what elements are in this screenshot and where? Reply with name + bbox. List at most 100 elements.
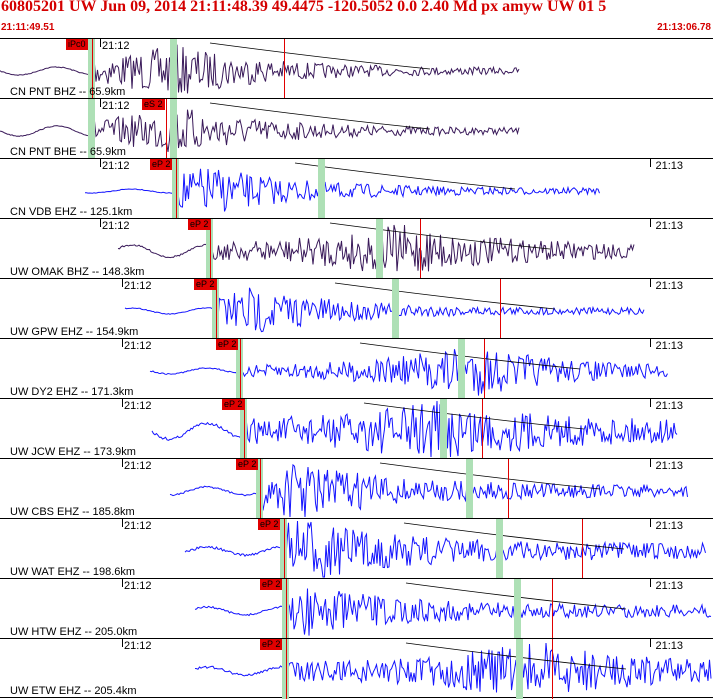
time-tick (122, 459, 123, 467)
pick-line (552, 639, 553, 699)
trace-panel[interactable]: eP 2 21:12 21:13 UW OMAK BHZ -- 148.3km (0, 218, 713, 279)
pick-label[interactable]: eP 2 (222, 399, 245, 410)
time-tick (650, 339, 651, 347)
waveform (0, 42, 520, 94)
waveform-trace (169, 463, 688, 518)
trace-panel[interactable]: eP 2 21:12 21:13 UW GPW EHZ -- 154.9km (0, 278, 713, 339)
green-band (282, 579, 289, 639)
event-title: 60805201 UW Jun 09, 2014 21:11:48.39 49.… (1, 0, 607, 15)
green-band (466, 459, 473, 519)
pick-line (260, 459, 261, 519)
pick-line (284, 519, 285, 579)
time-tick (122, 399, 123, 407)
time-label-right: 21:13 (655, 340, 683, 352)
travel-time-curve (359, 342, 581, 370)
pick-label[interactable]: iPc0 (66, 39, 88, 50)
waveform-trace (151, 400, 678, 458)
waveform (0, 102, 520, 152)
pick-label[interactable]: eP 2 (150, 159, 173, 170)
channel-label: UW HTW EHZ -- 205.0km (10, 626, 138, 638)
waveform-trace (149, 349, 668, 396)
green-band (440, 399, 447, 459)
green-band (88, 39, 95, 99)
time-label-right: 21:13 (655, 640, 683, 652)
waveform-trace (85, 168, 600, 212)
trace-panel[interactable]: eP 2 21:12 21:13 UW WAT EHZ -- 198.6km (0, 518, 713, 579)
channel-label: CN PNT BHE -- 65.9km (10, 146, 126, 158)
travel-time-curve (329, 222, 551, 250)
pick-line (552, 579, 553, 639)
channel-label: CN PNT BHZ -- 65.9km (10, 86, 126, 98)
pick-line (244, 399, 245, 459)
pick-label[interactable]: eP 2 (188, 219, 211, 230)
time-label: 21:12 (124, 340, 152, 352)
pick-label[interactable]: eP 2 (194, 279, 217, 290)
green-band (88, 99, 95, 159)
green-band (496, 519, 503, 579)
time-label-right: 21:13 (655, 460, 683, 472)
pick-line (482, 399, 483, 459)
time-tick (122, 639, 123, 647)
green-band (206, 219, 213, 279)
pick-label[interactable]: eP 2 (260, 639, 283, 650)
trace-panel[interactable]: eP 2 21:12 21:13 CN VDB EHZ -- 125.1km (0, 158, 713, 219)
time-label-right: 21:13 (655, 400, 683, 412)
pick-line (240, 339, 241, 399)
green-band (516, 639, 523, 699)
travel-time-curve (403, 522, 625, 550)
pick-label[interactable]: eP 2 (236, 459, 259, 470)
trace-panel[interactable]: eP 2 21:12 21:13 UW ETW EHZ -- 205.4km (0, 638, 713, 699)
pick-line (210, 219, 211, 279)
time-tick (100, 219, 101, 227)
waveform-trace (124, 287, 645, 333)
waveform (124, 282, 645, 333)
time-tick (122, 519, 123, 527)
end-time: 21:13:06.78 (657, 22, 711, 33)
green-band (318, 159, 325, 219)
pick-line (484, 339, 485, 399)
green-band (240, 399, 247, 459)
pick-label[interactable]: eP 2 (260, 579, 283, 590)
green-band (514, 579, 521, 639)
time-tick (650, 639, 651, 647)
time-tick (100, 39, 101, 47)
pick-label[interactable]: eP 2 (216, 339, 239, 350)
time-tick (650, 279, 651, 287)
pick-line (176, 159, 177, 219)
green-band (170, 39, 177, 99)
channel-label: UW CBS EHZ -- 185.8km (10, 506, 135, 518)
channel-label: UW DY2 EHZ -- 171.3km (10, 386, 134, 398)
waveform (151, 400, 678, 458)
pick-label[interactable]: eS 2 (142, 99, 165, 110)
trace-panel[interactable]: eS 2 21:12 CN PNT BHE -- 65.9km (0, 98, 713, 159)
pick-line (508, 459, 509, 519)
pick-label[interactable]: eP 2 (258, 519, 281, 530)
pick-line (582, 519, 583, 579)
time-label: 21:12 (124, 400, 152, 412)
time-tick (122, 579, 123, 587)
trace-panel[interactable]: eP 2 21:12 21:13 UW HTW EHZ -- 205.0km (0, 578, 713, 639)
trace-panel[interactable]: eP 2 21:12 21:13 UW JCW EHZ -- 173.9km (0, 398, 713, 459)
green-band (458, 339, 465, 399)
pick-line (284, 39, 285, 99)
time-label: 21:12 (102, 100, 130, 112)
time-label: 21:12 (102, 40, 130, 52)
time-tick (100, 99, 101, 107)
pick-line (216, 279, 217, 339)
waveform (184, 520, 706, 578)
time-tick (650, 579, 651, 587)
time-label: 21:12 (102, 160, 130, 172)
travel-time-curve (209, 42, 431, 70)
green-band (172, 159, 179, 219)
trace-panel[interactable]: eP 2 21:12 21:13 UW DY2 EHZ -- 171.3km (0, 338, 713, 399)
waveform-trace (194, 642, 712, 693)
trace-panel[interactable]: iPc0 21:12 CN PNT BHZ -- 65.9km (0, 38, 713, 99)
time-tick (650, 459, 651, 467)
time-label-right: 21:13 (655, 160, 683, 172)
green-band (256, 459, 263, 519)
time-label: 21:12 (124, 640, 152, 652)
time-label: 21:12 (124, 520, 152, 532)
trace-panel[interactable]: eP 2 21:12 21:13 UW CBS EHZ -- 185.8km (0, 458, 713, 519)
travel-time-curve (379, 462, 601, 490)
pick-line (500, 279, 501, 339)
